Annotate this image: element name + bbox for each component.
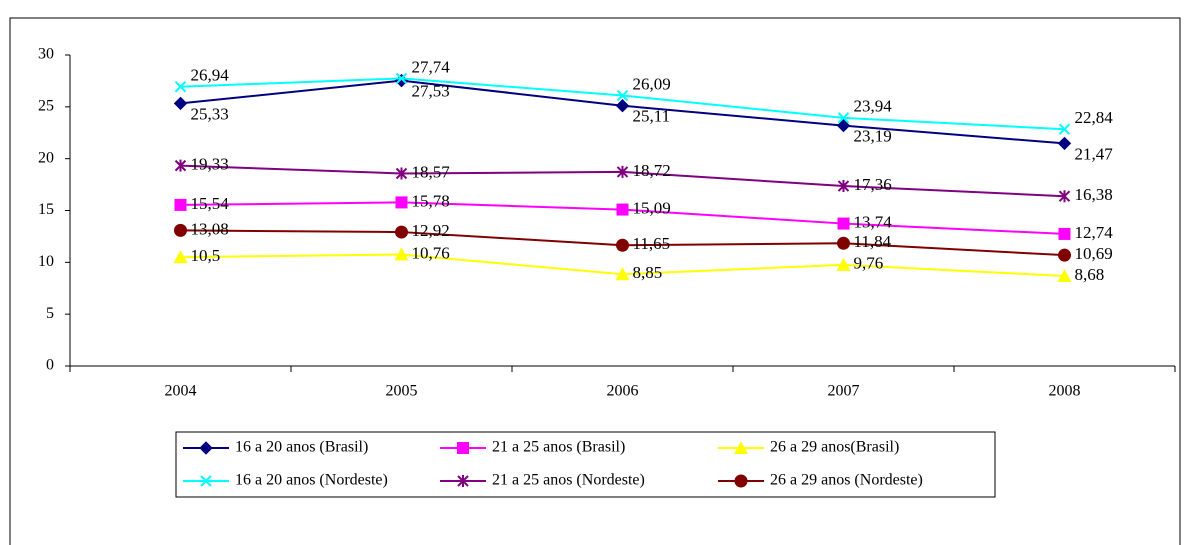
data-label: 13,08 (191, 219, 229, 238)
legend-label: 26 a 29 anos (Nordeste) (770, 472, 923, 489)
data-point (174, 198, 187, 211)
data-point (395, 196, 408, 209)
data-label: 8,85 (633, 263, 663, 282)
y-tick-label: 25 (38, 98, 54, 115)
legend-marker (200, 475, 212, 487)
x-tick-label: 2008 (1049, 383, 1081, 400)
legend-label: 21 a 25 anos (Nordeste) (492, 472, 645, 489)
legend-marker (457, 475, 469, 487)
data-label: 19,33 (191, 155, 229, 174)
data-point (616, 238, 629, 252)
legend-label: 16 a 20 anos (Brasil) (235, 439, 368, 456)
legend-marker (734, 474, 748, 488)
data-point (1058, 123, 1071, 135)
data-label: 10,69 (1075, 244, 1113, 263)
data-label: 27,53 (412, 82, 450, 101)
data-label: 23,94 (854, 97, 893, 116)
data-point (395, 72, 408, 85)
data-point (616, 89, 629, 102)
y-tick-label: 20 (38, 149, 54, 166)
chart-frame (9, 17, 1181, 545)
data-point (173, 96, 188, 111)
legend-marker (734, 441, 748, 454)
data-label: 10,76 (412, 243, 450, 262)
data-label: 8,68 (1075, 265, 1105, 284)
data-label: 21,47 (1075, 144, 1114, 163)
y-tick-label: 10 (38, 253, 54, 270)
legend-box (175, 431, 996, 498)
data-point (836, 257, 851, 271)
x-tick-label: 2005 (386, 383, 418, 400)
data-label: 12,92 (412, 221, 450, 240)
data-point (837, 112, 850, 124)
data-label: 11,65 (633, 234, 671, 253)
legend-label: 16 a 20 anos (Nordeste) (235, 472, 388, 489)
legend-marker (457, 442, 469, 454)
data-label: 26,94 (191, 66, 230, 85)
y-tick-label: 0 (46, 357, 54, 374)
x-tick-label: 2006 (607, 383, 639, 400)
data-label: 15,09 (633, 198, 671, 217)
x-tick-label: 2007 (828, 383, 860, 400)
data-label: 27,74 (412, 57, 451, 76)
data-point (174, 159, 187, 172)
data-label: 15,54 (191, 194, 230, 213)
y-tick-label: 15 (38, 201, 54, 218)
data-label: 12,74 (1075, 223, 1114, 242)
data-label: 16,38 (1075, 185, 1113, 204)
data-label: 25,33 (191, 104, 229, 123)
legend-label: 26 a 29 anos(Brasil) (770, 439, 899, 456)
data-point (1057, 269, 1072, 283)
legend-marker (199, 441, 213, 455)
data-point (395, 225, 408, 239)
data-label: 23,19 (854, 127, 892, 146)
data-point (173, 250, 188, 264)
data-point (1058, 190, 1071, 203)
data-point (1058, 248, 1071, 262)
data-point (837, 217, 850, 230)
data-point (1057, 136, 1072, 151)
data-point (174, 223, 187, 237)
data-point (615, 267, 630, 281)
data-point (1058, 227, 1071, 240)
data-label: 9,76 (854, 254, 884, 273)
data-point (616, 203, 629, 216)
data-point (174, 81, 187, 93)
data-label: 18,72 (633, 161, 671, 180)
data-point (836, 118, 851, 133)
data-point (615, 98, 630, 113)
data-point (394, 73, 409, 88)
data-point (395, 167, 408, 180)
y-tick-label: 5 (46, 305, 54, 322)
data-label: 17,36 (854, 175, 892, 194)
data-label: 11,84 (854, 232, 892, 251)
data-label: 25,11 (633, 107, 671, 126)
data-label: 10,5 (191, 246, 221, 265)
data-point (837, 236, 850, 250)
data-point (837, 180, 850, 193)
data-label: 18,57 (412, 162, 451, 181)
data-point (394, 247, 409, 261)
y-tick-label: 30 (38, 46, 54, 63)
data-label: 26,09 (633, 74, 671, 93)
data-label: 22,84 (1075, 108, 1114, 127)
legend-label: 21 a 25 anos (Brasil) (492, 439, 625, 456)
data-label: 13,74 (854, 212, 893, 231)
data-point (616, 165, 629, 178)
data-label: 15,78 (412, 191, 450, 210)
x-tick-label: 2004 (165, 383, 197, 400)
